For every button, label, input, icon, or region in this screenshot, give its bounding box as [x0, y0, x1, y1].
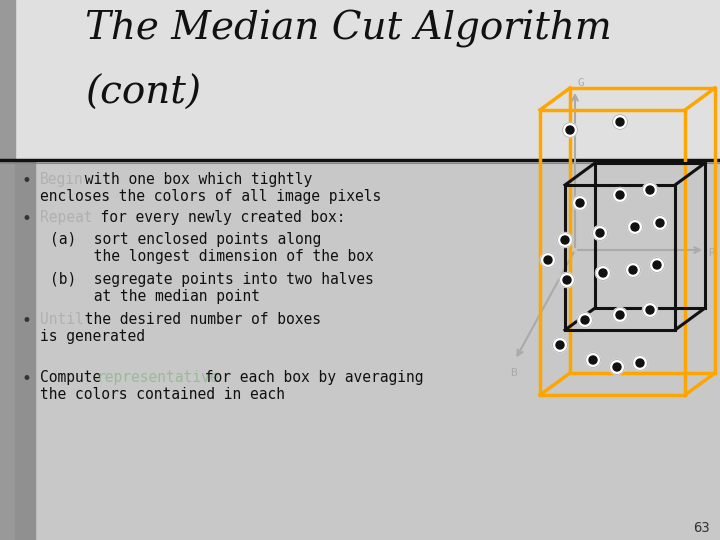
Circle shape [566, 126, 574, 134]
Circle shape [541, 253, 556, 267]
Text: for each box by averaging: for each box by averaging [196, 370, 423, 385]
Circle shape [576, 199, 584, 207]
Text: 63: 63 [693, 521, 710, 535]
Text: •: • [22, 172, 32, 190]
Bar [15, 160, 35, 540]
Circle shape [626, 262, 641, 278]
Text: •: • [22, 312, 32, 330]
Circle shape [613, 363, 621, 371]
Text: the longest dimension of the box: the longest dimension of the box [50, 249, 374, 264]
Text: Repeat: Repeat [40, 210, 92, 225]
Circle shape [557, 233, 572, 247]
Circle shape [561, 236, 569, 244]
Circle shape [572, 195, 588, 211]
Text: •: • [22, 370, 32, 388]
Circle shape [613, 187, 628, 202]
Text: B: B [510, 368, 517, 378]
Text: the colors contained in each: the colors contained in each [40, 387, 285, 402]
Circle shape [652, 215, 667, 231]
Circle shape [562, 123, 577, 138]
Text: with one box which tightly: with one box which tightly [76, 172, 312, 187]
Circle shape [581, 316, 589, 324]
Circle shape [642, 183, 657, 198]
Text: •: • [22, 210, 32, 228]
Circle shape [599, 269, 607, 277]
Circle shape [563, 276, 571, 284]
Circle shape [589, 356, 597, 364]
Text: for every newly created box:: for every newly created box: [83, 210, 345, 225]
Circle shape [596, 229, 604, 237]
Circle shape [552, 338, 567, 353]
Circle shape [577, 313, 593, 327]
Circle shape [646, 306, 654, 314]
Circle shape [656, 219, 664, 227]
Circle shape [610, 360, 624, 375]
Circle shape [556, 341, 564, 349]
Circle shape [629, 266, 637, 274]
Text: Begin: Begin [40, 172, 84, 187]
Circle shape [649, 258, 665, 273]
Circle shape [628, 219, 642, 234]
Text: Compute: Compute [40, 370, 110, 385]
Text: is generated: is generated [40, 329, 145, 344]
Circle shape [653, 261, 661, 269]
Circle shape [616, 191, 624, 199]
Text: (b)  segregate points into two halves: (b) segregate points into two halves [50, 272, 374, 287]
Circle shape [616, 118, 624, 126]
Circle shape [632, 355, 647, 370]
Text: representative: representative [96, 370, 220, 385]
Text: encloses the colors of all image pixels: encloses the colors of all image pixels [40, 189, 382, 204]
Circle shape [642, 302, 657, 318]
Circle shape [595, 266, 611, 280]
Text: G: G [578, 78, 585, 88]
Text: R: R [708, 248, 715, 258]
Bar [0, 0, 720, 160]
Circle shape [613, 114, 628, 130]
Text: Until: Until [40, 312, 84, 327]
Text: the desired number of boxes: the desired number of boxes [76, 312, 320, 327]
Text: (a)  sort enclosed points along: (a) sort enclosed points along [50, 232, 321, 247]
Circle shape [585, 353, 600, 368]
Circle shape [544, 256, 552, 264]
Bar [0, 160, 720, 540]
Circle shape [593, 226, 608, 240]
Circle shape [646, 186, 654, 194]
Bar [0, 0, 15, 540]
Circle shape [631, 223, 639, 231]
Text: The Median Cut Algorithm: The Median Cut Algorithm [85, 10, 612, 48]
Circle shape [616, 311, 624, 319]
Text: at the median point: at the median point [50, 289, 260, 304]
Circle shape [636, 359, 644, 367]
Text: (cont): (cont) [85, 75, 201, 112]
Circle shape [559, 273, 575, 287]
Circle shape [613, 307, 628, 322]
